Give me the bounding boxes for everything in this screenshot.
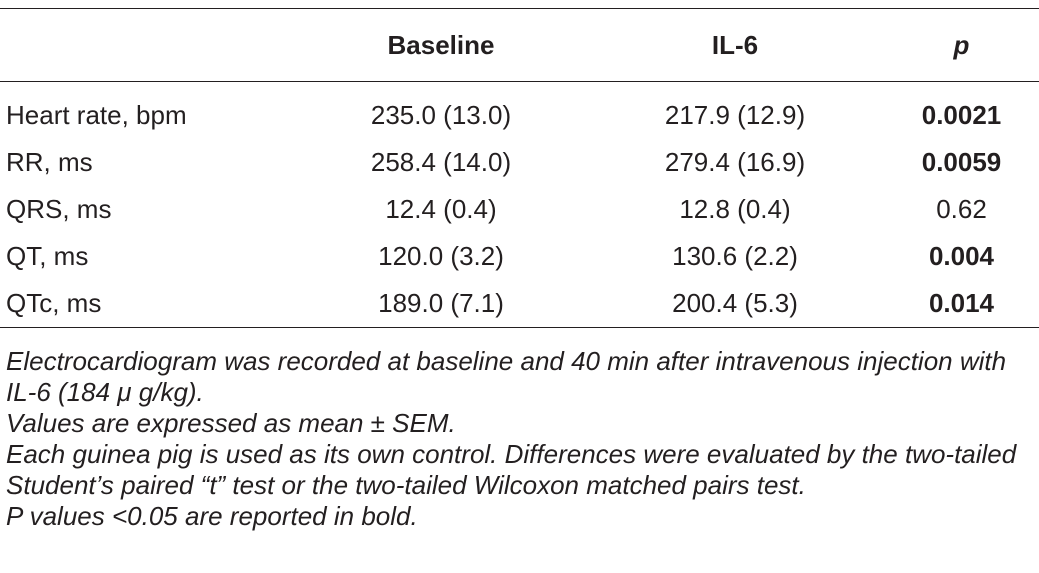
table-footnotes: Electrocardiogram was recorded at baseli…: [6, 346, 1034, 532]
header-parameter: [0, 9, 296, 82]
header-p-value: p: [953, 29, 970, 60]
row-il6-value: 279.4 (16.9): [664, 147, 806, 177]
row-baseline-value: 258.4 (14.0): [370, 147, 512, 177]
row-parameter: QT, ms: [6, 241, 89, 271]
table-row: Heart rate, bpm 235.0 (13.0) 217.9 (12.9…: [0, 82, 1039, 140]
header-row: Baseline IL-6 p: [0, 8, 1039, 82]
row-parameter: QTc, ms: [6, 288, 102, 318]
table-row: QT, ms 120.0 (3.2) 130.6 (2.2) 0.004: [0, 233, 1039, 280]
row-baseline-value: 12.4 (0.4): [385, 194, 497, 224]
row-baseline-value: 120.0 (3.2): [378, 241, 504, 271]
row-il6-value: 217.9 (12.9): [664, 100, 806, 130]
row-il6-value: 130.6 (2.2): [672, 241, 798, 271]
header-il6: IL-6: [711, 29, 759, 60]
footnote-recording: Electrocardiogram was recorded at baseli…: [6, 346, 1007, 407]
row-il6-value: 200.4 (5.3): [672, 288, 798, 318]
row-p-value: 0.62: [936, 194, 987, 224]
header-baseline: Baseline: [387, 29, 495, 60]
row-il6-value: 12.8 (0.4): [679, 194, 791, 224]
footnote-bold-note: P values <0.05 are reported in bold.: [6, 501, 418, 531]
table-row: QTc, ms 189.0 (7.1) 200.4 (5.3) 0.014: [0, 280, 1039, 328]
row-parameter: Heart rate, bpm: [6, 100, 187, 130]
row-baseline-value: 189.0 (7.1): [378, 288, 504, 318]
footnote-method: Each guinea pig is used as its own contr…: [6, 439, 1017, 500]
row-parameter: QRS, ms: [6, 194, 112, 224]
row-p-value: 0.014: [928, 288, 995, 318]
ecg-results-table: Baseline IL-6 p Heart rate, bpm 235.0 (1…: [0, 8, 1039, 328]
table-row: RR, ms 258.4 (14.0) 279.4 (16.9) 0.0059: [0, 139, 1039, 186]
row-baseline-value: 235.0 (13.0): [370, 100, 512, 130]
table-row: QRS, ms 12.4 (0.4) 12.8 (0.4) 0.62: [0, 186, 1039, 233]
footnote-values: Values are expressed as mean ± SEM.: [6, 408, 456, 438]
row-p-value: 0.0021: [921, 100, 1002, 130]
row-parameter: RR, ms: [6, 147, 93, 177]
row-p-value: 0.004: [928, 241, 995, 271]
row-p-value: 0.0059: [921, 147, 1002, 177]
